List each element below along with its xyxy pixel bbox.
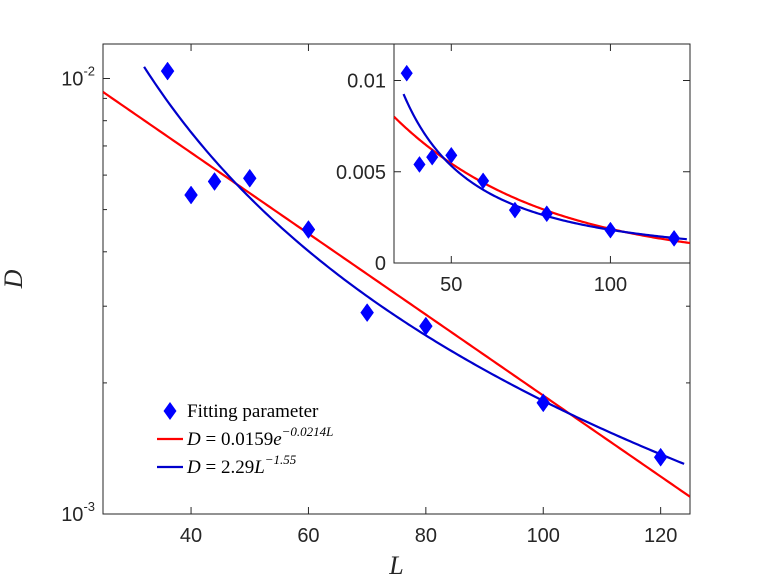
main-plot-exp-fit-line bbox=[103, 91, 690, 498]
legend-eq-exponent: −0.0214L bbox=[282, 424, 334, 439]
main-plot-power-fit-line bbox=[143, 66, 685, 465]
legend-eq-base: L bbox=[253, 457, 265, 478]
legend-eq-lhs: D bbox=[186, 457, 201, 478]
main-plot-data-point bbox=[242, 168, 257, 188]
main-plot-data-point bbox=[207, 172, 222, 191]
main-plot-ytick-base: 10 bbox=[61, 504, 83, 526]
inset-plot-data-point bbox=[445, 146, 458, 164]
main-plot-ytick-exp: -3 bbox=[83, 499, 95, 514]
main-plot-x-axis-title: L bbox=[388, 551, 403, 580]
legend-eq-coefficient: = 0.0159 bbox=[201, 429, 273, 450]
inset-plot-xtick-label: 100 bbox=[594, 274, 627, 296]
inset-plot-xtick-label: 50 bbox=[440, 274, 462, 296]
main-plot-xtick-label: 80 bbox=[415, 525, 437, 547]
inset-plot-data-point bbox=[426, 148, 439, 166]
main-plot-xtick-label: 100 bbox=[527, 525, 560, 547]
inset-plot-data-point bbox=[540, 205, 553, 223]
legend-marker-diamond bbox=[163, 402, 177, 420]
main-plot-data-point bbox=[419, 316, 433, 336]
main-plot-ytick-exp: -2 bbox=[83, 63, 95, 78]
inset-plot-data-point bbox=[477, 172, 490, 190]
main-plot-xtick-label: 60 bbox=[297, 525, 319, 547]
legend-eq-lhs: D bbox=[186, 429, 201, 450]
legend-entry-label: D = 0.0159e−0.0214L bbox=[186, 424, 333, 450]
main-plot-ytick-label: 10-2 bbox=[61, 63, 95, 90]
inset-plot-data-point bbox=[413, 156, 426, 173]
inset-plot-axes-frame bbox=[393, 43, 691, 264]
main-plot-data-point bbox=[536, 393, 551, 413]
inset-plot-ytick-label: 0.01 bbox=[347, 71, 386, 93]
main-plot-y-axis-title: D bbox=[0, 269, 28, 289]
main-plot-ytick-label: 10-3 bbox=[61, 499, 95, 526]
legend-entry-label: Fitting parameter bbox=[187, 401, 319, 422]
main-plot-data-point bbox=[360, 303, 374, 323]
main-plot-data-point bbox=[653, 447, 668, 467]
main-plot-data-point bbox=[301, 220, 316, 239]
legend-entry-label: D = 2.29L−1.55 bbox=[186, 452, 297, 478]
main-plot-data-point bbox=[184, 185, 198, 205]
main-plot-xtick-label: 120 bbox=[644, 525, 677, 547]
inset-plot-data-point bbox=[400, 64, 413, 82]
inset-plot-ytick-label: 0 bbox=[375, 253, 386, 275]
main-plot-data-point bbox=[160, 61, 175, 81]
inset-plot-data-point bbox=[604, 221, 617, 239]
main-plot-ytick-base: 10 bbox=[61, 68, 83, 90]
main-plot-xtick-label: 40 bbox=[180, 525, 202, 547]
inset-plot-ytick-label: 0.005 bbox=[336, 162, 386, 184]
inset-plot: 50 100 0.01 0.005 0 bbox=[336, 43, 691, 296]
inset-plot-data-point bbox=[668, 229, 681, 247]
inset-plot-data-point bbox=[508, 201, 522, 219]
legend-eq-base: e bbox=[273, 429, 281, 450]
legend-eq-coefficient: = 2.29 bbox=[201, 457, 254, 478]
legend-eq-exponent: −1.55 bbox=[265, 452, 297, 467]
